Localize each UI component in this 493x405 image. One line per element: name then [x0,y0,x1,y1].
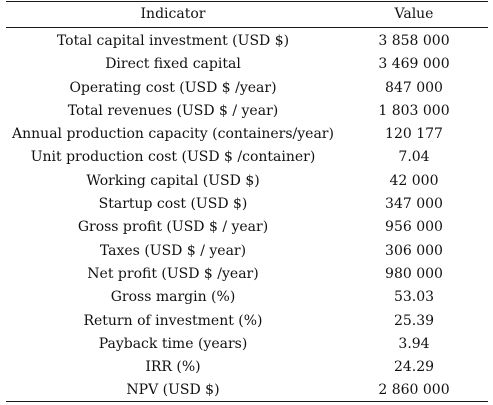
indicator-cell: Unit production cost (USD $ /container) [30,149,316,166]
table-row: Unit production cost (USD $ /container) … [0,146,493,169]
table-row: Total capital investment (USD $) 3 858 0… [0,30,493,53]
indicator-cell: Total capital investment (USD $) [56,33,290,49]
indicator-cell: Return of investment (%) [83,312,263,329]
table-row: Startup cost (USD $) 347 000 [0,193,493,216]
table-bottom-rule [6,401,488,402]
value-cell: 7.04 [398,149,430,166]
table-row: Net profit (USD $ /year) 980 000 [0,263,493,286]
table-top-rule [6,1,488,2]
value-cell: 3 469 000 [378,56,450,73]
indicator-cell: Operating cost (USD $ /year) [69,79,277,96]
indicator-cell: IRR (%) [145,359,201,376]
indicator-cell: Working capital (USD $) [86,172,260,189]
indicator-cell: Startup cost (USD $) [98,196,248,213]
value-cell: 306 000 [385,242,443,259]
indicator-cell: Annual production capacity (containers/y… [12,126,334,143]
table-row: NPV (USD $) 2 860 000 [0,379,493,402]
table-row: IRR (%) 24.29 [0,356,493,379]
table-row: Direct fixed capital 3 469 000 [0,53,493,76]
value-cell: 956 000 [385,219,443,236]
table-row: Operating cost (USD $ /year) 847 000 [0,77,493,100]
indicator-cell: Total revenues (USD $ / year) [67,102,279,119]
indicator-cell: NPV (USD $) [126,382,220,399]
value-cell: 3 858 000 [378,33,450,49]
value-cell: 53.03 [393,289,435,306]
value-cell: 1 803 000 [378,102,450,119]
value-cell: 980 000 [385,265,443,282]
value-cell: 25.39 [393,312,435,329]
table-body: Total capital investment (USD $) 3 858 0… [0,30,493,403]
table-row: Gross margin (%) 53.03 [0,286,493,309]
value-cell: 347 000 [385,196,443,213]
value-cell: 24.29 [393,359,435,376]
table-row: Gross profit (USD $ / year) 956 000 [0,216,493,239]
indicator-cell: Payback time (years) [98,335,248,352]
table-row: Payback time (years) 3.94 [0,333,493,356]
indicator-cell: Net profit (USD $ /year) [87,265,259,282]
header-value: Value [394,6,434,22]
table-header-row: Indicator Value [0,3,493,25]
table-row: Annual production capacity (containers/y… [0,123,493,146]
table-row: Taxes (USD $ / year) 306 000 [0,240,493,263]
indicator-cell: Gross margin (%) [110,289,236,306]
value-cell: 2 860 000 [378,382,450,399]
value-cell: 120 177 [385,126,443,143]
value-cell: 3.94 [398,335,430,352]
indicator-cell: Gross profit (USD $ / year) [77,219,269,236]
table-header-rule [6,27,488,28]
table-row: Working capital (USD $) 42 000 [0,170,493,193]
indicator-cell: Direct fixed capital [105,56,241,73]
header-indicator: Indicator [140,6,206,22]
indicator-cell: Taxes (USD $ / year) [99,242,247,259]
table-row: Return of investment (%) 25.39 [0,310,493,333]
table-row: Total revenues (USD $ / year) 1 803 000 [0,100,493,123]
value-cell: 847 000 [385,79,443,96]
value-cell: 42 000 [389,172,439,189]
